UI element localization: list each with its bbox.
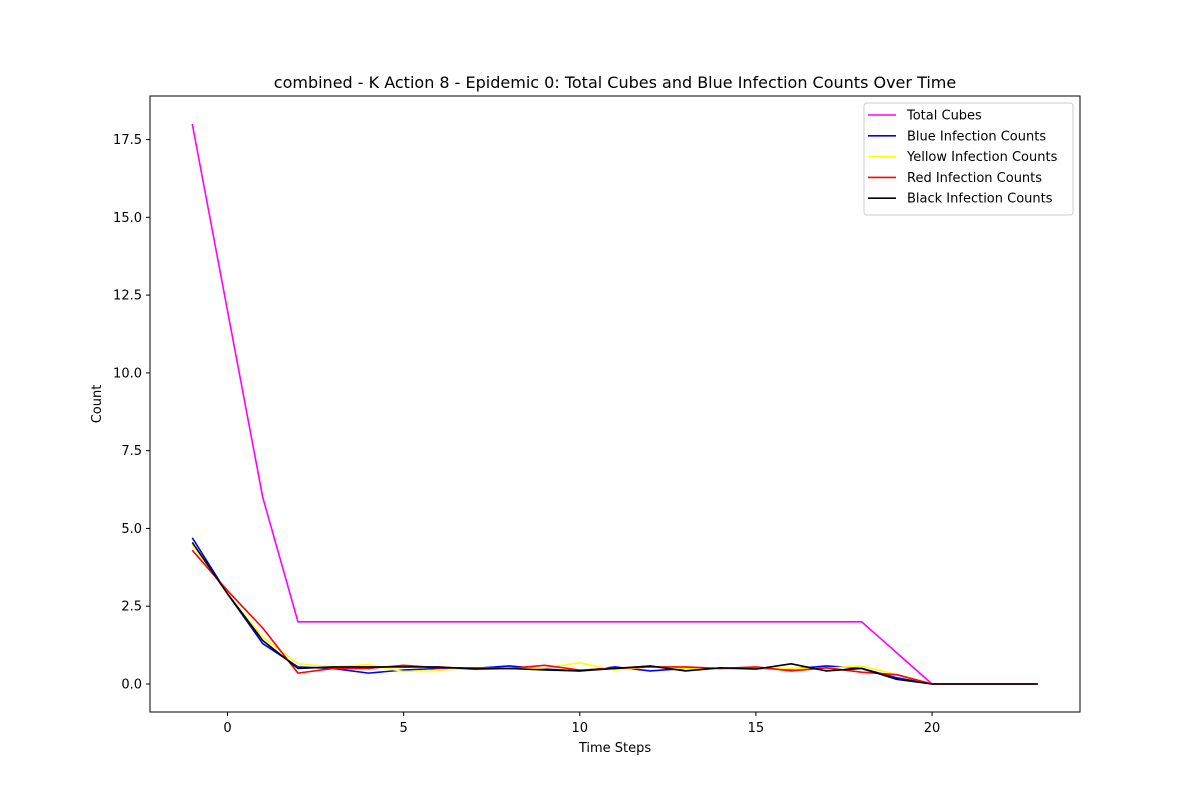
x-tick-label: 5: [399, 721, 407, 736]
x-tick-label: 0: [223, 721, 231, 736]
legend-label: Blue Infection Counts: [907, 129, 1046, 144]
legend-label: Yellow Infection Counts: [906, 150, 1058, 165]
y-tick-label: 0.0: [121, 678, 142, 693]
x-tick-label: 10: [571, 721, 588, 736]
plot-area: [149, 95, 1081, 713]
legend-label: Total Cubes: [906, 109, 982, 124]
chart-title: combined - K Action 8 - Epidemic 0: Tota…: [274, 73, 956, 92]
y-tick-label: 17.5: [113, 133, 142, 148]
series-line-3: [191, 549, 1038, 685]
series-line-4: [191, 541, 1038, 685]
series-line-0: [191, 123, 1038, 685]
x-tick-label: 20: [924, 721, 941, 736]
legend: Total Cubes Blue Infection Counts Yellow I…: [863, 102, 1074, 216]
y-axis-label: Count: [90, 385, 105, 424]
y-tick-label: 7.5: [121, 444, 142, 459]
legend-label: Red Infection Counts: [907, 171, 1042, 186]
series-line-2: [191, 543, 1038, 685]
x-tick-label: 15: [748, 721, 765, 736]
x-axis: 0 5 10 15 20: [223, 712, 940, 736]
y-tick-label: 10.0: [113, 366, 142, 381]
y-tick-label: 2.5: [121, 600, 142, 615]
x-axis-label: Time Steps: [578, 741, 652, 756]
y-tick-label: 15.0: [113, 211, 142, 226]
plot-frame: [149, 95, 1081, 713]
legend-box: [863, 102, 1074, 216]
legend-label: Black Infection Counts: [907, 192, 1053, 207]
y-tick-label: 12.5: [113, 289, 142, 304]
y-axis: 0.0 2.5 5.0 7.5 10.0 12.5 15.0 17.5: [113, 133, 150, 693]
y-tick-label: 5.0: [121, 522, 142, 537]
series-line-1: [191, 537, 1038, 685]
